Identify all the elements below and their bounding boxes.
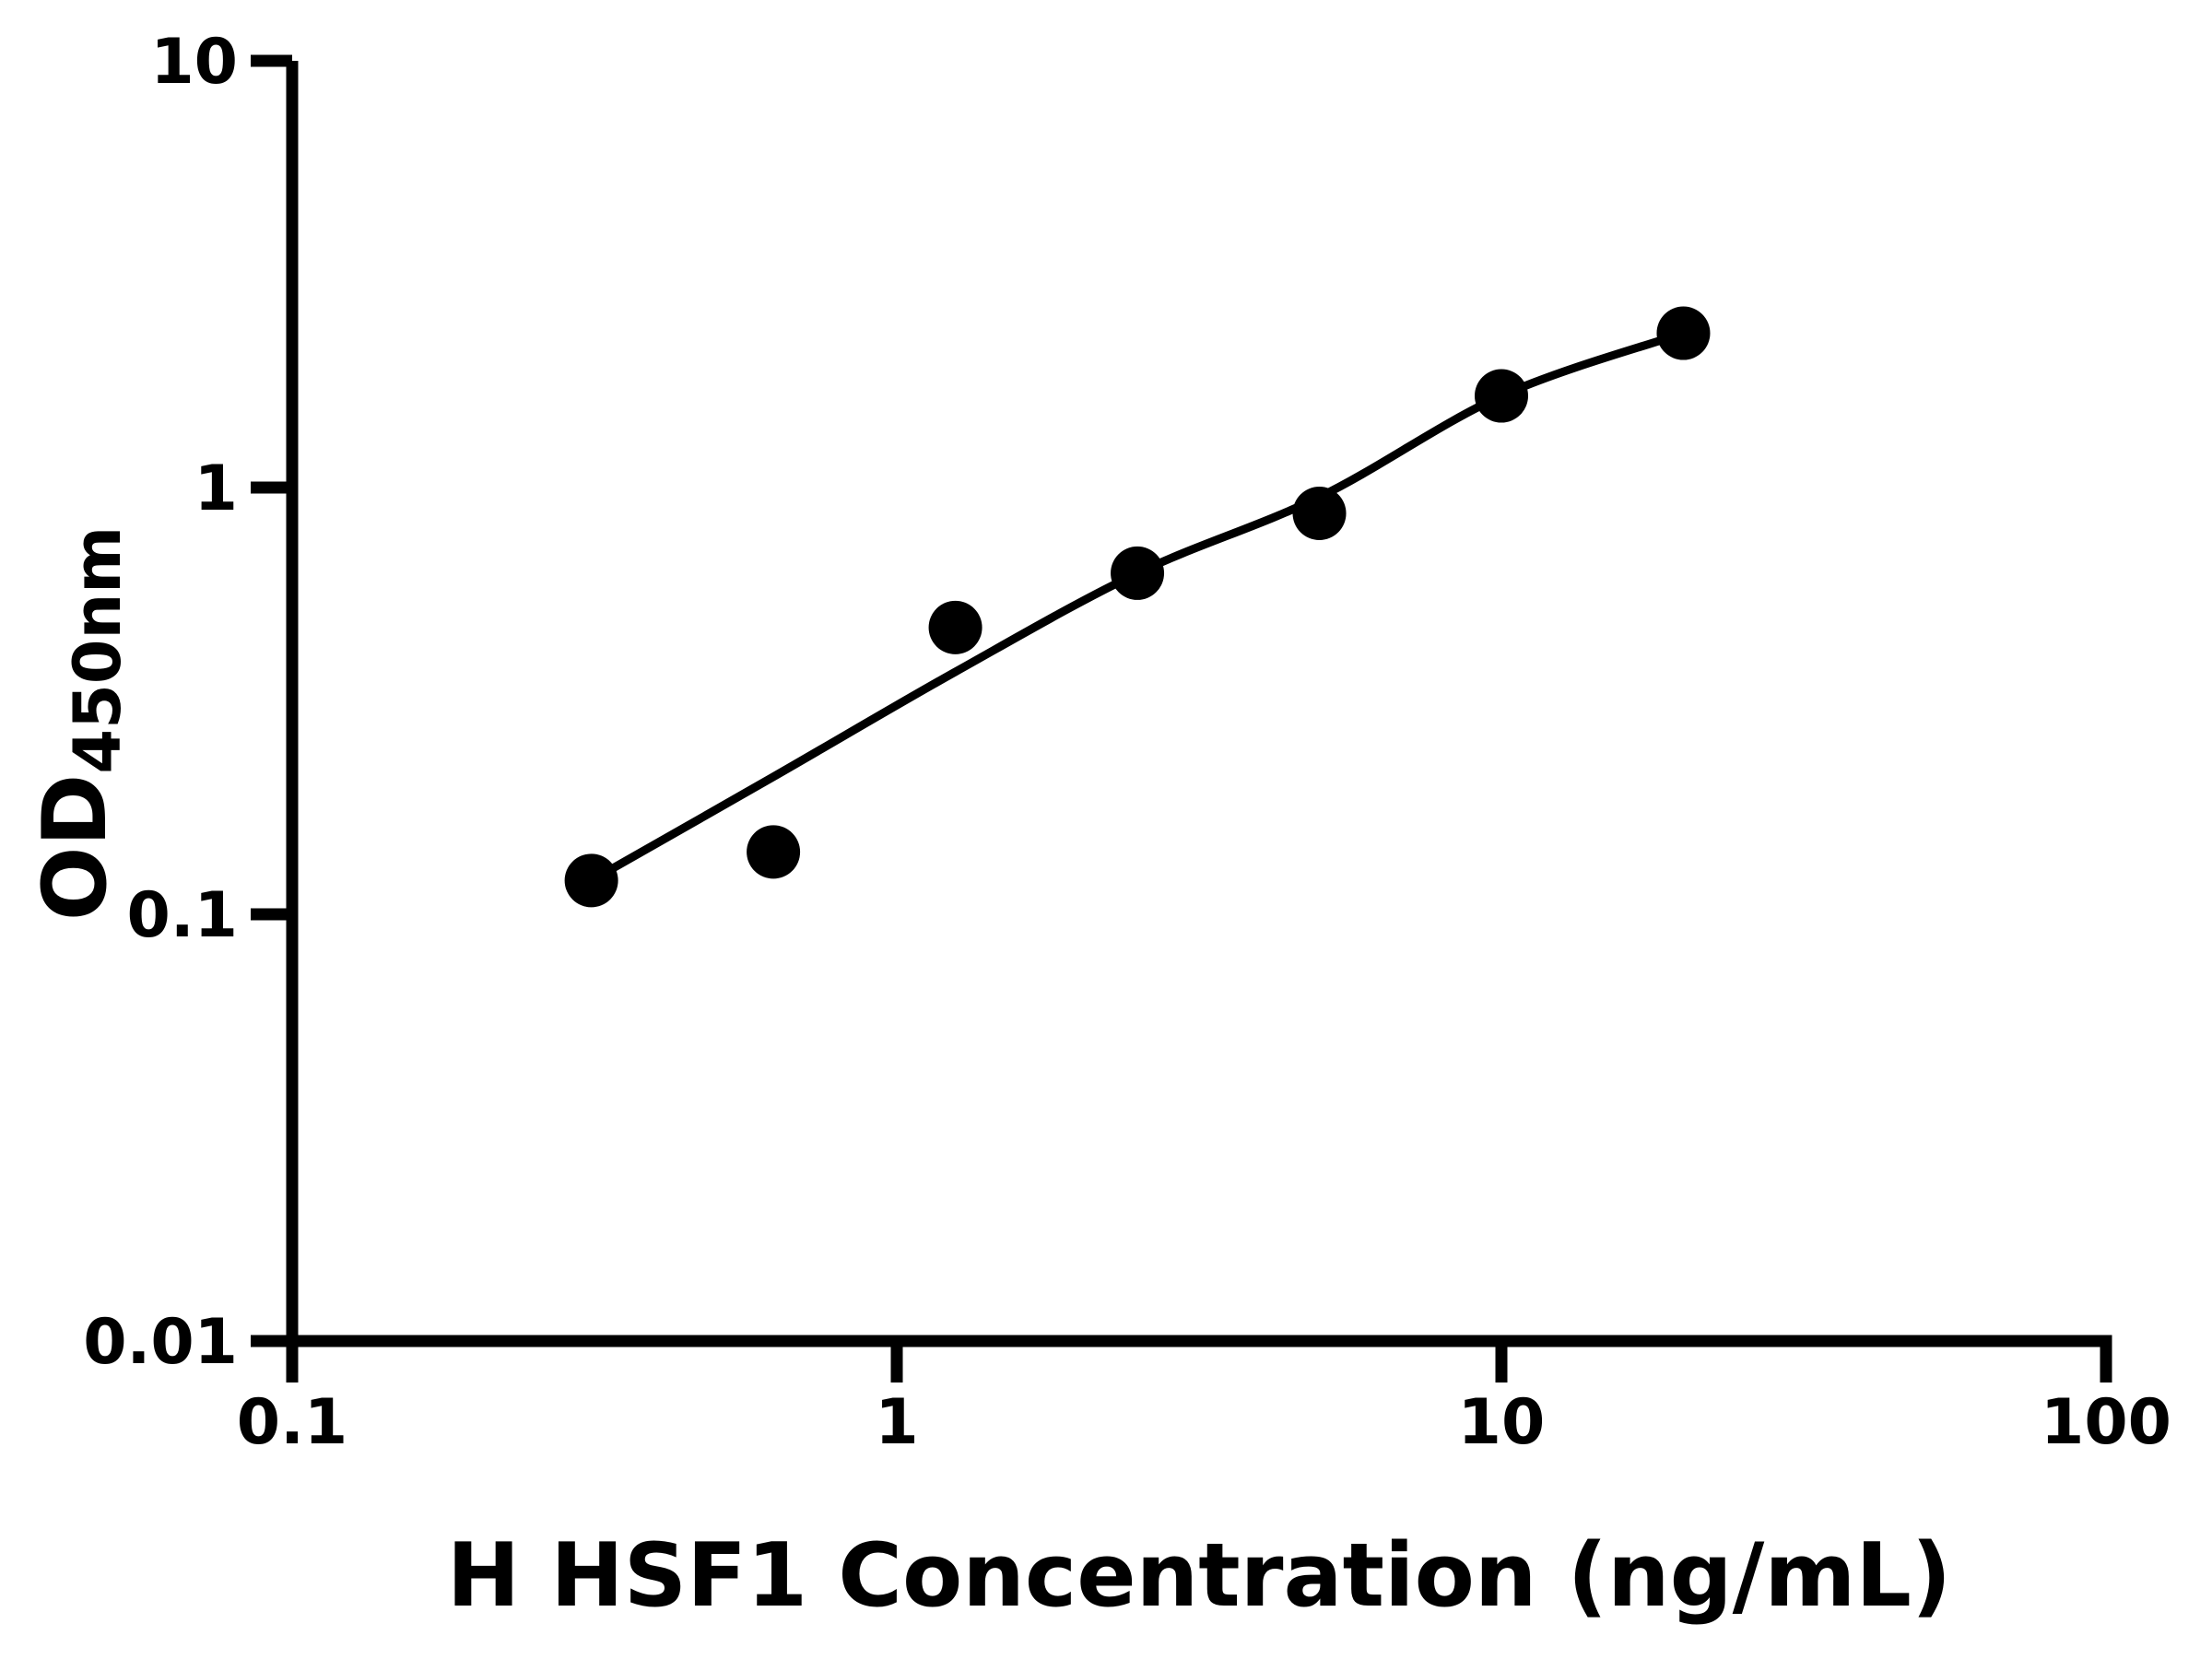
- y-tick-label: 10: [150, 26, 238, 99]
- data-point-marker: [928, 600, 982, 654]
- data-point-marker: [1475, 369, 1528, 423]
- data-point-marker: [1111, 546, 1165, 600]
- x-tick-label: 100: [2041, 1386, 2171, 1459]
- x-axis-title: H HSF1 Concentration (ng/mL): [447, 1525, 1952, 1627]
- y-axis-title: OD450nm: [25, 526, 135, 922]
- x-tick-label: 1: [875, 1386, 918, 1459]
- series-layer: [564, 306, 1711, 908]
- data-point-marker: [564, 853, 618, 908]
- y-tick-label: 1: [194, 453, 238, 525]
- y-axis-title-main: OD: [25, 774, 126, 922]
- x-tick-label: 0.1: [237, 1386, 347, 1459]
- data-point-marker: [747, 825, 801, 879]
- data-point-marker: [1656, 306, 1711, 360]
- svg-text:OD450nm: OD450nm: [25, 526, 135, 922]
- data-point-marker: [1292, 487, 1347, 541]
- y-tick-label: 0.01: [83, 1306, 238, 1379]
- y-tick-label: 0.1: [127, 879, 238, 952]
- y-axis-title-subscript: 450nm: [60, 526, 135, 774]
- x-tick-label: 10: [1458, 1386, 1546, 1459]
